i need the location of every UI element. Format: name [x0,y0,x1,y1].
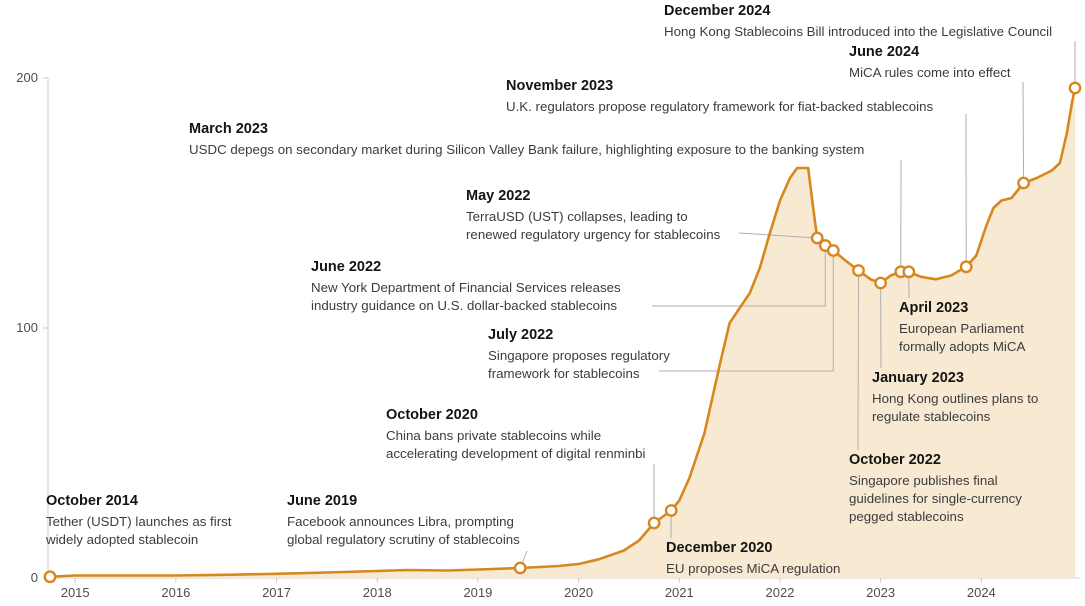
event-marker-oct-2022 [852,264,865,277]
annotation-connector-june-2022 [652,245,826,307]
x-tick-label: 2015 [61,585,90,600]
event-marker-july-2022 [826,244,840,257]
event-marker-may-2022 [810,231,824,245]
x-tick-label: 2021 [665,585,694,600]
x-tick-label: 2024 [967,585,996,600]
market-cap-area [50,88,1075,578]
event-marker-june-2024 [1017,176,1030,190]
event-marker-nov-2023 [959,260,973,274]
event-marker-june-2019 [513,561,527,575]
x-tick-label: 2022 [766,585,795,600]
annotation-connector-oct-2022 [857,270,859,451]
x-tick-label: 2017 [262,585,291,600]
annotation-connector-june-2024 [1022,81,1025,184]
annotation-connector-may-2022 [738,232,818,239]
x-tick-label: 2018 [363,585,392,600]
y-tick-label: 0 [31,570,38,585]
market-cap-line [48,86,1077,579]
x-tick-label: 2019 [463,585,492,600]
event-marker-oct-2020 [647,516,661,530]
event-marker-april-2023 [902,265,916,279]
y-tick-label: 200 [16,70,38,85]
y-tick-label: 100 [16,320,38,335]
x-tick-label: 2016 [161,585,190,600]
x-tick-label: 2023 [866,585,895,600]
event-marker-jan-2023 [874,276,887,290]
event-marker-dec-2020 [664,504,678,517]
x-tick-label: 2020 [564,585,593,600]
event-marker-dec-2024 [1068,81,1082,95]
event-marker-oct-2014 [43,570,57,584]
